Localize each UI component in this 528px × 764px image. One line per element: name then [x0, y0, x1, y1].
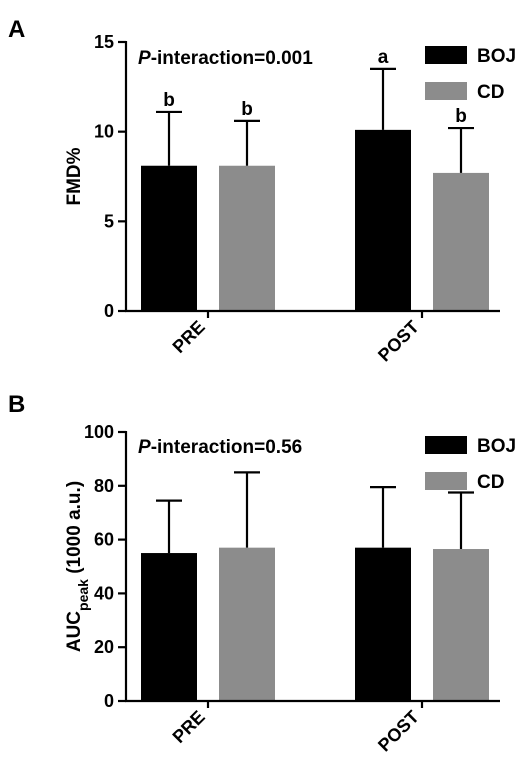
- y-axis-label-main: FMD%: [64, 147, 85, 205]
- x-tick-label-post: POST: [374, 317, 423, 366]
- y-axis-label-suffix: (1000 a.u.): [64, 481, 85, 579]
- x-tick-label-pre: PRE: [169, 317, 209, 357]
- y-tick-label-15: 15: [94, 32, 114, 52]
- y-tick-label-0: 0: [104, 691, 114, 711]
- interaction-annotation-text: -interaction=0.001: [151, 48, 314, 69]
- legend-swatch-cd: [425, 472, 467, 490]
- y-tick-label-0: 0: [104, 301, 114, 321]
- legend-label-boj: BOJ: [477, 436, 516, 457]
- significance-label-cd-post: b: [455, 106, 467, 127]
- panel-letter: A: [8, 16, 25, 43]
- y-axis-label-subscript: peak: [75, 579, 91, 611]
- x-tick-label-pre: PRE: [169, 707, 209, 747]
- interaction-annotation-text: -interaction=0.56: [151, 437, 303, 458]
- bar-cd-post: [433, 549, 489, 701]
- y-tick-label-80: 80: [94, 476, 114, 496]
- bar-boj-post: [355, 547, 411, 701]
- bar-cd-post: [433, 172, 489, 311]
- legend-label-boj: BOJ: [477, 46, 516, 67]
- significance-label-cd-pre: b: [241, 99, 253, 120]
- x-tick-label-post: POST: [374, 707, 423, 756]
- chart-panel-b: B PRE POST 0 20 40 60 80 100 AUCpeak (1000 a.u.) P…: [8, 391, 516, 755]
- legend-swatch-boj: [425, 436, 467, 454]
- bar-boj-pre: [141, 553, 197, 701]
- legend-swatch-cd: [425, 82, 467, 100]
- bar-boj-post: [355, 129, 411, 311]
- chart-panel-a: Ab b PRE a b POST 0 5 10 15 FMD% P-interaction=0.00…: [8, 16, 516, 365]
- bar-cd-pre: [219, 547, 275, 701]
- legend-swatch-boj: [425, 46, 467, 64]
- y-tick-label-40: 40: [94, 583, 114, 603]
- legend-label-cd: CD: [477, 82, 504, 103]
- y-tick-label-5: 5: [104, 211, 114, 231]
- y-axis-label-main: AUC: [64, 611, 85, 652]
- legend-label-cd: CD: [477, 472, 504, 493]
- interaction-annotation-p: P: [138, 48, 151, 69]
- interaction-annotation: P-interaction=0.56: [138, 437, 302, 458]
- panel-letter: B: [8, 391, 25, 418]
- y-tick-label-10: 10: [94, 122, 114, 142]
- significance-label-boj-post: a: [378, 47, 389, 68]
- bar-cd-pre: [219, 165, 275, 311]
- significance-label-boj-pre: b: [163, 90, 175, 111]
- bar-boj-pre: [141, 165, 197, 311]
- interaction-annotation-p: P: [138, 437, 151, 458]
- y-tick-label-60: 60: [94, 530, 114, 550]
- y-axis-label: AUCpeak (1000 a.u.): [64, 481, 91, 652]
- y-axis-label: FMD%: [64, 147, 85, 205]
- interaction-annotation: P-interaction=0.001: [138, 48, 313, 69]
- y-tick-label-20: 20: [94, 637, 114, 657]
- y-tick-label-100: 100: [84, 422, 114, 442]
